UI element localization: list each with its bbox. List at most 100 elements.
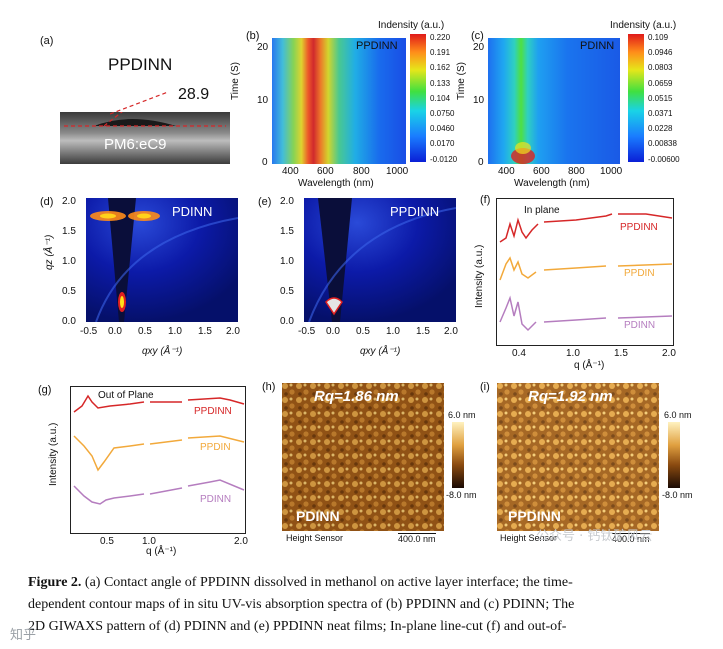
legend-ppdinn: PPDINN: [620, 222, 658, 233]
panel-b-xtick: 600: [317, 166, 334, 177]
cbar-tick: 0.0750: [430, 109, 455, 119]
cbar-tick: 0.133: [430, 78, 451, 88]
substrate-label: PM6:eC9: [104, 136, 167, 153]
panel-b-sample: PPDINN: [356, 40, 398, 52]
panel-g-label: (g): [38, 384, 52, 396]
panel-c-ylabel: Time (S): [456, 62, 467, 100]
panel-c-xlabel: Wavelength (nm): [514, 178, 590, 189]
series-ppdinn-seg1: [73, 394, 145, 413]
panel-b-ylabel: Time (S): [230, 62, 241, 100]
afm-rq-ppdinn: Rq=1.92 nm: [528, 388, 613, 405]
panel-c-ytick: 0: [478, 157, 484, 168]
panel-e-xtick: 2.0: [444, 326, 458, 337]
cbar-tick: 0.0946: [648, 48, 673, 58]
afm-rq-pdinn: Rq=1.86 nm: [314, 388, 399, 405]
caption-lead: Figure 2.: [28, 575, 82, 590]
panel-e-xtick: -0.5: [298, 326, 316, 337]
panel-f-xtick: 2.0: [662, 348, 676, 359]
panel-f-xlabel: q (Å⁻¹): [574, 360, 605, 371]
panel-e-ytick: 2.0: [280, 196, 294, 207]
cbar-tick: 0.220: [430, 33, 451, 42]
afm-image-ppdinn: [497, 383, 659, 531]
contact-angle-photo: PM6:eC9: [60, 112, 230, 164]
legend-ppdin: PPDIN: [624, 268, 655, 279]
caption-line1: (a) Contact angle of PPDINN dissolved in…: [81, 575, 573, 590]
panel-d-label: (d): [40, 196, 54, 208]
afm-sample-ppdinn: PPDINN: [508, 508, 561, 524]
series-ppdin-seg1: [73, 435, 145, 472]
panel-c-ytick: 10: [473, 95, 485, 106]
watermark-right: 公众号 · 钙钛矿风云: [536, 529, 653, 544]
panel-h-label: (h): [262, 381, 276, 393]
cbar-tick: 0.109: [648, 33, 669, 42]
afm-colorbar-ppdinn: [668, 422, 680, 488]
panel-e-xtick: 0.0: [326, 326, 340, 337]
panel-b-label: (b): [246, 30, 260, 42]
legend-pdinn: PDINN: [624, 320, 656, 331]
panel-e-ytick: 0.0: [280, 316, 294, 327]
cbar-tick: 0.0803: [648, 63, 673, 73]
series-ppdin-seg2: [543, 265, 607, 271]
panel-c-xtick: 600: [533, 166, 550, 177]
series-ppdinn-seg2: [543, 213, 613, 223]
panel-d-sample: PDINN: [172, 204, 213, 219]
panel-d-ylabel: qz (Å⁻¹): [44, 234, 55, 270]
afm-cbar-min: -8.0 nm: [446, 490, 477, 500]
panel-d-xtick: 0.0: [108, 326, 122, 337]
cbar-tick: 0.00838: [648, 139, 677, 149]
panel-c-ytick: 20: [473, 42, 485, 53]
series-ppdin-seg3: [617, 263, 673, 267]
panel-g-title: Out of Plane: [98, 390, 154, 401]
panel-e-label: (e): [258, 196, 272, 208]
panel-f-title: In plane: [524, 205, 560, 216]
panel-c-cbar-title: Indensity (a.u.): [610, 20, 677, 31]
panel-c-cbar-ticks: 0.109 0.0946 0.0803 0.0659 0.0515 0.0371…: [648, 30, 680, 167]
series-ppdin-seg1: [499, 256, 537, 281]
panel-a-sample: PPDINN: [108, 55, 173, 74]
panel-b-xtick: 800: [353, 166, 370, 177]
cbar-tick: 0.0515: [648, 93, 673, 103]
linecut-outofplane-plot: [70, 386, 246, 534]
panel-c-sample: PDINN: [580, 40, 615, 52]
panel-e-xtick: 0.5: [356, 326, 370, 337]
giwaxs-pdinn: [86, 198, 239, 323]
afm-sample-pdinn: PDINN: [296, 508, 340, 524]
panel-g-xtick: 0.5: [100, 536, 114, 547]
cbar-tick: 0.0659: [648, 78, 673, 88]
panel-b-ytick: 20: [257, 42, 269, 53]
watermark-left: 知乎: [10, 628, 37, 643]
afm-cbar-min: -8.0 nm: [662, 490, 693, 500]
panel-d-xtick: 1.5: [198, 326, 212, 337]
series-ppdinn-seg1: [499, 217, 539, 243]
series-pdinn-seg2: [543, 317, 607, 323]
panel-b-ytick: 10: [257, 95, 269, 106]
legend-ppdinn: PPDINN: [194, 406, 232, 417]
panel-g-xtick: 1.0: [142, 536, 156, 547]
panel-d-xtick: 0.5: [138, 326, 152, 337]
figure-caption: Figure 2. (a) Contact angle of PPDINN di…: [28, 572, 693, 638]
tangent-line: [110, 91, 169, 115]
panel-g-xlabel: q (Å⁻¹): [146, 546, 177, 557]
panel-g-ylabel: Intensity (a.u.): [48, 422, 59, 486]
panel-d-xtick: 2.0: [226, 326, 240, 337]
panel-d-xtick: -0.5: [80, 326, 98, 337]
panel-f-label: (f): [480, 194, 491, 206]
cbar-tick: 0.104: [430, 93, 451, 103]
panel-d-xtick: 1.0: [168, 326, 182, 337]
panel-f-xtick: 1.5: [614, 348, 628, 359]
cbar-tick: 0.0228: [648, 124, 673, 134]
panel-e-ytick: 1.0: [280, 256, 294, 267]
panel-c-colorbar: [628, 34, 644, 162]
series-ppdin-seg2: [149, 439, 183, 445]
cbar-tick: 0.191: [430, 48, 451, 58]
afm-scale-ppdinn: 400.0 nm: [612, 533, 650, 544]
panel-e-xtick: 1.0: [386, 326, 400, 337]
afm-scale-pdinn: 400.0 nm: [398, 533, 436, 544]
panel-b-cbar-title: Indensity (a.u.): [378, 20, 445, 31]
panel-b-colorbar: [410, 34, 426, 162]
afm-sensor-ppdinn: Height Sensor: [500, 533, 558, 543]
panel-e-ytick: 0.5: [280, 286, 294, 297]
panel-b-cbar-ticks: 0.220 0.191 0.162 0.133 0.104 0.0750 0.0…: [430, 30, 457, 167]
cbar-tick: 0.0371: [648, 109, 673, 119]
caption-line3: 2D GIWAXS pattern of (d) PDINN and (e) P…: [28, 619, 567, 634]
